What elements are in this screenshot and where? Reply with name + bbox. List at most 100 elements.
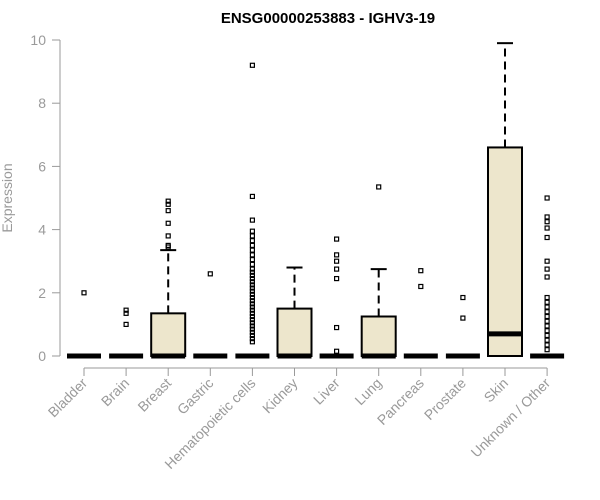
box-group: [403, 268, 438, 359]
outlier-point: [249, 313, 255, 320]
outlier-point: [249, 304, 255, 310]
outlier-point: [249, 252, 255, 258]
outlier-point: [544, 299, 550, 305]
outlier-point: [165, 198, 171, 204]
outlier-point: [249, 228, 255, 234]
outlier-point: [249, 272, 255, 279]
outlier-point: [418, 268, 424, 274]
outlier-point: [544, 328, 550, 334]
outlier-point: [165, 201, 171, 207]
outlier-point: [249, 329, 255, 335]
outlier-point: [544, 318, 550, 324]
x-tick-label: Kidney: [259, 375, 301, 417]
outlier-point: [249, 298, 255, 304]
outlier-point: [249, 339, 255, 345]
outlier-point: [334, 258, 340, 264]
y-tick-label: 6: [38, 158, 46, 174]
y-tick-label: 4: [38, 222, 46, 238]
box: [150, 312, 187, 357]
outlier-point: [460, 315, 466, 321]
outlier-point: [544, 294, 550, 301]
outlier-point: [249, 269, 255, 275]
y-tick-label: 2: [38, 285, 46, 301]
outlier-point: [249, 310, 255, 316]
outlier-point: [376, 184, 382, 190]
outlier-point: [249, 332, 255, 339]
outlier-point: [249, 307, 255, 313]
x-tick-label: Skin: [481, 375, 512, 406]
y-tick-label: 10: [30, 32, 46, 48]
outlier-point: [544, 309, 550, 315]
outlier-point: [460, 294, 466, 301]
outlier-point: [334, 252, 340, 258]
chart-title: ENSG00000253883 - IGHV3-19: [221, 10, 435, 27]
outlier-point: [544, 332, 550, 339]
outlier-point: [165, 233, 171, 239]
outlier-point: [249, 238, 255, 244]
box: [487, 146, 523, 357]
outlier-point: [544, 323, 550, 329]
outlier-point: [544, 342, 550, 348]
outlier-point: [123, 310, 129, 316]
plot-area: [67, 42, 565, 359]
x-tick-label: Lung: [351, 375, 384, 408]
x-tick-label: Liver: [310, 375, 343, 408]
outlier-point: [249, 193, 255, 200]
outlier-point: [249, 279, 255, 285]
outlier-point: [544, 313, 550, 320]
y-axis-label: Expression: [0, 163, 15, 232]
outlier-point: [165, 208, 171, 214]
outlier-point: [334, 275, 340, 282]
outlier-point: [249, 233, 255, 239]
x-tick-label: Brain: [98, 375, 132, 409]
y-tick-label: 0: [38, 348, 46, 364]
outlier-point: [249, 288, 255, 294]
outlier-point: [334, 324, 340, 331]
box-group: [360, 184, 397, 359]
outlier-point: [334, 266, 340, 272]
box-group: [530, 195, 565, 359]
x-tick-label: Breast: [134, 375, 174, 415]
outlier-point: [544, 337, 550, 343]
outlier-point: [334, 348, 340, 354]
outlier-point: [418, 283, 424, 290]
outlier-point: [249, 326, 255, 332]
outlier-point: [544, 266, 550, 272]
outlier-point: [544, 274, 550, 280]
outlier-point: [544, 304, 550, 310]
outlier-point: [249, 323, 255, 329]
box: [276, 307, 313, 358]
outlier-point: [249, 62, 255, 68]
outlier-point: [249, 291, 255, 297]
box-group: [445, 294, 480, 359]
y-axis: 0 2 4 6 8 10: [30, 32, 61, 364]
outlier-point: [249, 320, 255, 326]
outlier-point: [544, 195, 550, 201]
outlier-point: [249, 317, 255, 323]
outlier-point: [249, 242, 255, 248]
outlier-point: [249, 285, 255, 291]
box-group: [150, 198, 187, 359]
box-group: [67, 290, 101, 359]
outlier-point: [544, 219, 550, 225]
box-group: [193, 271, 228, 359]
outlier-point: [207, 271, 213, 277]
outlier-point: [249, 336, 255, 342]
outlier-point: [544, 258, 550, 264]
outlier-point: [249, 217, 255, 223]
outlier-point: [249, 257, 255, 263]
outlier-point: [544, 234, 550, 241]
outlier-point: [544, 225, 550, 231]
outlier-point: [165, 220, 171, 226]
outlier-point: [249, 282, 255, 288]
x-tick-label: Pancreas: [374, 375, 427, 428]
outlier-point: [165, 242, 171, 248]
box-group: [235, 62, 270, 359]
box-group: [276, 266, 313, 359]
outlier-point: [249, 261, 255, 267]
box-group: [487, 42, 523, 357]
x-tick-label: Unknown / Other: [468, 375, 554, 461]
box: [360, 315, 397, 357]
outlier-point: [123, 307, 129, 313]
